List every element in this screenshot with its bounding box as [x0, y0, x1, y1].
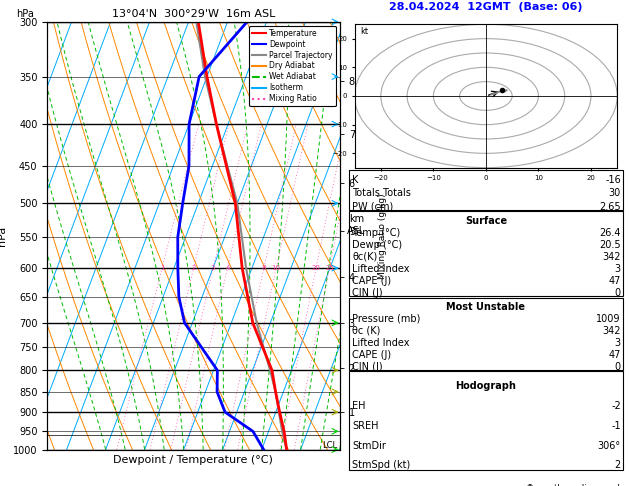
- Text: 30: 30: [609, 189, 621, 198]
- Legend: Temperature, Dewpoint, Parcel Trajectory, Dry Adiabat, Wet Adiabat, Isotherm, Mi: Temperature, Dewpoint, Parcel Trajectory…: [250, 26, 336, 106]
- Text: K: K: [352, 175, 359, 185]
- Text: -1: -1: [611, 421, 621, 431]
- Text: CIN (J): CIN (J): [352, 362, 383, 372]
- Text: Totals Totals: Totals Totals: [352, 189, 411, 198]
- Text: 2.65: 2.65: [599, 202, 621, 211]
- Text: 2: 2: [191, 265, 196, 271]
- Text: Pressure (mb): Pressure (mb): [352, 314, 421, 324]
- Text: Lifted Index: Lifted Index: [352, 338, 409, 348]
- Text: kt: kt: [360, 27, 368, 36]
- Text: 20.5: 20.5: [599, 240, 621, 250]
- Text: 10: 10: [272, 265, 281, 271]
- Text: 0: 0: [615, 288, 621, 298]
- Text: 28.04.2024  12GMT  (Base: 06): 28.04.2024 12GMT (Base: 06): [389, 2, 582, 12]
- Text: 342: 342: [603, 252, 621, 262]
- Text: StmDir: StmDir: [352, 441, 386, 451]
- X-axis label: Dewpoint / Temperature (°C): Dewpoint / Temperature (°C): [113, 455, 274, 465]
- Text: hPa: hPa: [16, 9, 33, 19]
- Text: 8: 8: [262, 265, 266, 271]
- Text: SREH: SREH: [352, 421, 379, 431]
- Text: Temp (°C): Temp (°C): [352, 227, 401, 238]
- Text: Hodograph: Hodograph: [455, 381, 516, 391]
- Text: 25: 25: [325, 265, 334, 271]
- Text: 0: 0: [615, 362, 621, 372]
- Text: © weatheronline.co.uk: © weatheronline.co.uk: [526, 484, 623, 486]
- Text: 1009: 1009: [596, 314, 621, 324]
- Text: 20: 20: [311, 265, 321, 271]
- Text: θᴄ (K): θᴄ (K): [352, 326, 381, 336]
- Text: CAPE (J): CAPE (J): [352, 276, 391, 286]
- Text: 47: 47: [608, 276, 621, 286]
- Text: PW (cm): PW (cm): [352, 202, 394, 211]
- Y-axis label: km
ASL: km ASL: [347, 214, 365, 236]
- Text: 26.4: 26.4: [599, 227, 621, 238]
- Text: Most Unstable: Most Unstable: [447, 302, 525, 312]
- Text: 342: 342: [603, 326, 621, 336]
- Text: CIN (J): CIN (J): [352, 288, 383, 298]
- Text: -16: -16: [605, 175, 621, 185]
- Text: 306°: 306°: [598, 441, 621, 451]
- Text: Dewp (°C): Dewp (°C): [352, 240, 403, 250]
- Text: 1: 1: [160, 265, 164, 271]
- Text: 13°04'N  300°29'W  16m ASL: 13°04'N 300°29'W 16m ASL: [112, 9, 275, 19]
- Text: 3: 3: [615, 338, 621, 348]
- Text: Mixing Ratio (g/kg): Mixing Ratio (g/kg): [378, 193, 387, 278]
- Text: 2: 2: [615, 461, 621, 470]
- Text: CAPE (J): CAPE (J): [352, 350, 391, 360]
- Text: LCL: LCL: [323, 441, 338, 450]
- Text: StmSpd (kt): StmSpd (kt): [352, 461, 411, 470]
- Y-axis label: hPa: hPa: [0, 226, 8, 246]
- Text: 3: 3: [211, 265, 215, 271]
- Text: Surface: Surface: [465, 215, 507, 226]
- Text: 47: 47: [608, 350, 621, 360]
- Text: Lifted Index: Lifted Index: [352, 264, 409, 274]
- Text: EH: EH: [352, 401, 365, 411]
- Text: 3: 3: [615, 264, 621, 274]
- Text: -2: -2: [611, 401, 621, 411]
- Text: 4: 4: [225, 265, 230, 271]
- Text: θᴄ(K): θᴄ(K): [352, 252, 377, 262]
